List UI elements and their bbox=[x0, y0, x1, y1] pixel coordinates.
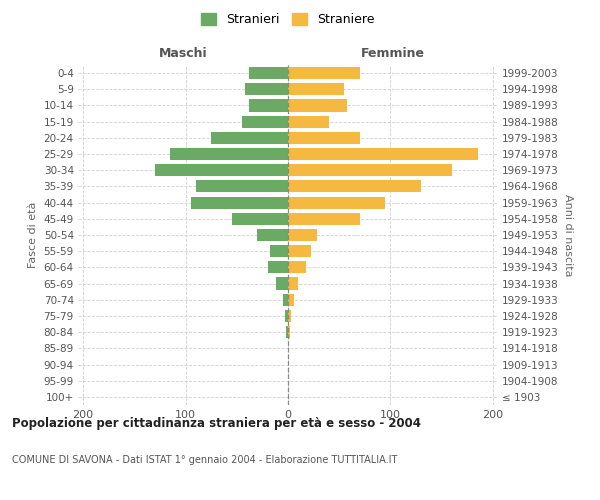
Bar bbox=[242, 116, 288, 128]
Bar bbox=[276, 278, 288, 289]
Bar bbox=[249, 100, 288, 112]
Bar bbox=[232, 212, 288, 225]
Bar bbox=[288, 196, 385, 208]
Bar bbox=[288, 310, 291, 322]
Bar bbox=[288, 164, 452, 176]
Bar bbox=[249, 67, 288, 79]
Text: Maschi: Maschi bbox=[158, 47, 208, 60]
Bar bbox=[170, 148, 288, 160]
Bar bbox=[288, 67, 360, 79]
Bar bbox=[268, 262, 288, 274]
Text: Femmine: Femmine bbox=[361, 47, 425, 60]
Bar bbox=[288, 229, 317, 241]
Bar bbox=[288, 326, 290, 338]
Bar bbox=[288, 116, 329, 128]
Bar bbox=[196, 180, 288, 192]
Text: Popolazione per cittadinanza straniera per età e sesso - 2004: Popolazione per cittadinanza straniera p… bbox=[12, 418, 421, 430]
Bar bbox=[191, 196, 288, 208]
Bar bbox=[286, 326, 288, 338]
Bar bbox=[283, 294, 288, 306]
Bar bbox=[288, 132, 360, 144]
Bar bbox=[288, 100, 347, 112]
Bar bbox=[288, 278, 298, 289]
Bar bbox=[288, 148, 478, 160]
Bar bbox=[245, 83, 288, 96]
Bar bbox=[288, 212, 360, 225]
Bar bbox=[257, 229, 288, 241]
Y-axis label: Anni di nascita: Anni di nascita bbox=[563, 194, 573, 276]
Bar bbox=[288, 262, 307, 274]
Bar bbox=[211, 132, 288, 144]
Bar bbox=[285, 310, 288, 322]
Legend: Stranieri, Straniere: Stranieri, Straniere bbox=[197, 8, 379, 30]
Bar bbox=[288, 180, 421, 192]
Bar bbox=[288, 245, 311, 258]
Bar bbox=[155, 164, 288, 176]
Bar bbox=[269, 245, 288, 258]
Y-axis label: Fasce di età: Fasce di età bbox=[28, 202, 38, 268]
Text: COMUNE DI SAVONA - Dati ISTAT 1° gennaio 2004 - Elaborazione TUTTITALIA.IT: COMUNE DI SAVONA - Dati ISTAT 1° gennaio… bbox=[12, 455, 397, 465]
Bar bbox=[288, 83, 344, 96]
Bar bbox=[288, 294, 294, 306]
